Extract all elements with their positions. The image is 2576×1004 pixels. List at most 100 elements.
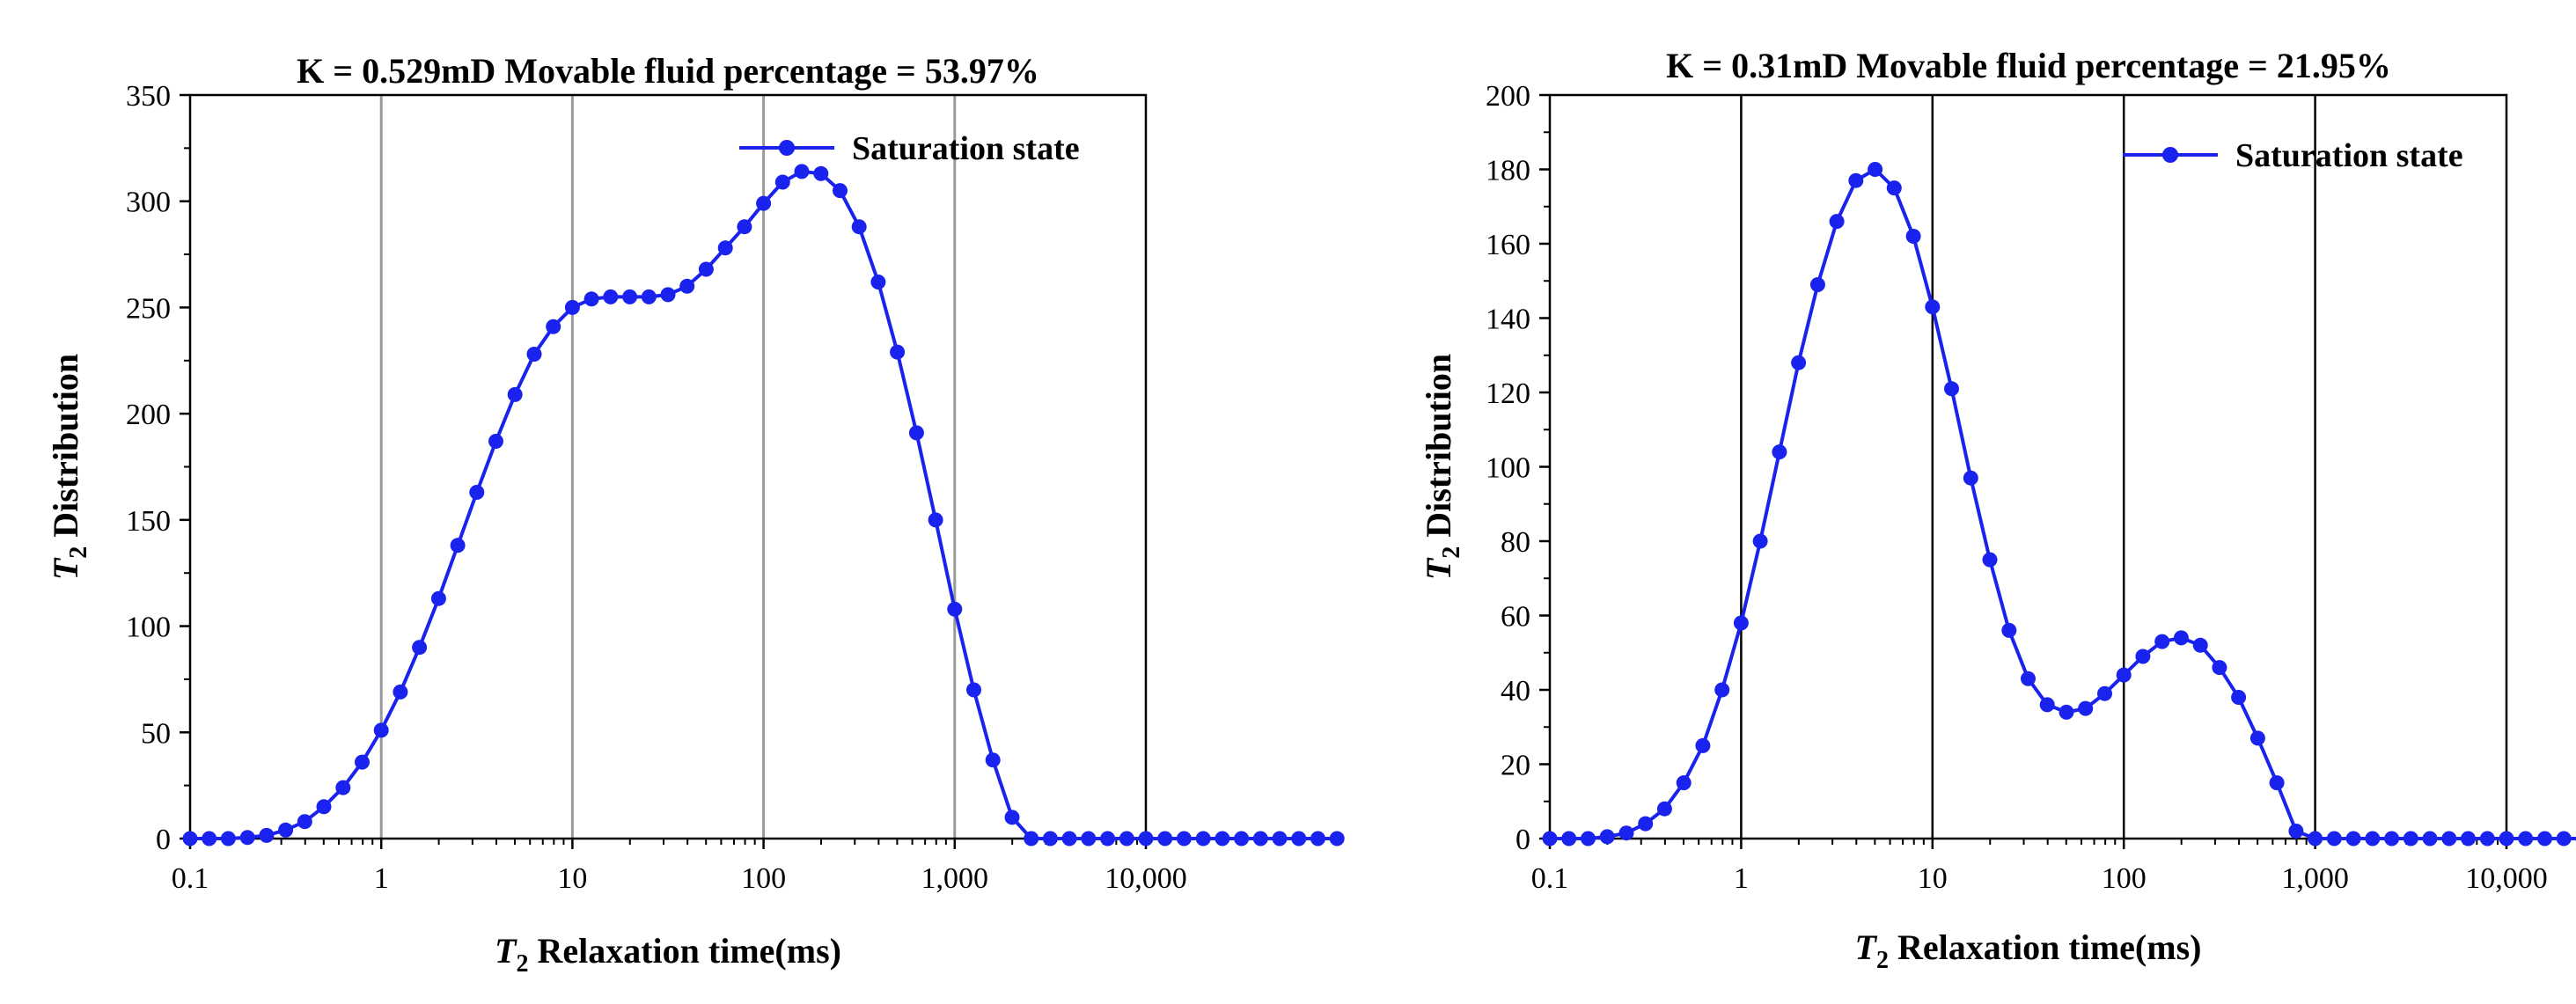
data-point	[1195, 831, 1211, 846]
data-point	[2441, 831, 2457, 846]
x-tick-label: 10	[557, 862, 587, 895]
data-point	[1138, 831, 1154, 846]
data-point	[1791, 355, 1807, 370]
data-point	[2537, 831, 2552, 846]
data-point	[813, 165, 829, 181]
data-point	[679, 278, 695, 294]
data-point	[1581, 831, 1596, 846]
y-tick-label: 350	[126, 80, 171, 113]
y-axis-label-symbol: T	[1419, 557, 1458, 580]
plot-frame	[188, 93, 1148, 840]
data-point	[1886, 180, 1902, 196]
data-point	[2059, 704, 2074, 720]
data-point	[2078, 700, 2094, 716]
data-point	[2403, 831, 2418, 846]
y-tick-label: 40	[1501, 675, 1530, 707]
y-tick-label: 20	[1501, 750, 1530, 782]
x-axis-label-text: Relaxation time(ms)	[528, 931, 840, 971]
data-point	[833, 183, 848, 199]
data-point	[1963, 470, 1978, 486]
y-tick-label: 0	[156, 824, 171, 856]
data-point	[2212, 660, 2227, 676]
data-point	[985, 752, 1001, 768]
data-point	[316, 799, 332, 815]
data-point	[1733, 615, 1749, 631]
chart-panel-1: 0 50 100 150 200 250 300 350 0.1 1 10 100 1,000 10,00…	[46, 51, 1345, 978]
data-point	[1176, 831, 1192, 846]
data-point	[1714, 682, 1730, 698]
data-point	[1310, 831, 1325, 846]
data-point	[737, 219, 752, 235]
data-point	[1100, 831, 1116, 846]
data-point	[1004, 810, 1020, 825]
data-point	[2384, 831, 2400, 846]
data-point	[2326, 831, 2342, 846]
x-tick-label: 100	[2102, 862, 2147, 895]
y-tick-label: 250	[126, 292, 171, 325]
data-point	[698, 261, 714, 277]
data-point	[2039, 697, 2055, 713]
data-point	[1638, 816, 1654, 832]
y-tick-label: 160	[1486, 229, 1530, 261]
x-tick-label: 1,000	[2281, 862, 2349, 895]
legend-marker	[2162, 147, 2178, 163]
data-point	[1081, 831, 1097, 846]
data-point	[603, 289, 619, 304]
data-point	[774, 174, 790, 190]
x-tick-label: 10	[1918, 862, 1948, 895]
x-axis-label-text: Relaxation time(ms)	[1889, 927, 2201, 967]
data-point	[182, 831, 198, 846]
data-point	[1291, 831, 1307, 846]
data-point	[908, 425, 924, 441]
data-point	[2422, 831, 2438, 846]
plot-frame	[1548, 93, 2508, 840]
data-point	[1772, 444, 1787, 460]
data-point	[2021, 671, 2036, 686]
data-point	[2518, 831, 2534, 846]
data-point	[1119, 831, 1134, 846]
data-point	[1561, 831, 1577, 846]
data-point	[1234, 831, 1250, 846]
y-tick-label: 180	[1486, 155, 1530, 187]
y-tick-label: 150	[126, 505, 171, 538]
y-tick-label: 140	[1486, 304, 1530, 336]
data-point	[202, 831, 217, 846]
x-axis-label: T2 Relaxation time(ms)	[1855, 927, 2202, 974]
data-point	[2116, 667, 2132, 683]
x-axis-label-symbol: T	[1855, 927, 1878, 967]
data-point	[1656, 801, 1672, 817]
data-point	[1024, 831, 1039, 846]
data-point	[966, 682, 981, 698]
y-axis-label-subscript: 2	[1438, 546, 1465, 559]
data-point	[2499, 831, 2514, 846]
x-tick-label: 10,000	[2465, 862, 2548, 895]
x-axis-label-subscript: 2	[1876, 947, 1889, 974]
data-point	[1868, 162, 1883, 177]
data-point	[2269, 775, 2285, 791]
data-point	[1848, 172, 1864, 188]
y-tick-label: 120	[1486, 377, 1530, 410]
y-tick-label: 200	[126, 399, 171, 431]
data-point	[1061, 831, 1077, 846]
x-tick-label: 1	[1734, 862, 1749, 895]
data-point	[278, 822, 294, 838]
data-point	[756, 195, 772, 211]
data-point	[1925, 299, 1941, 315]
data-point	[2556, 831, 2572, 846]
x-tick-label: 100	[741, 862, 786, 895]
x-tick-label: 0.1	[172, 862, 209, 895]
data-point	[2365, 831, 2381, 846]
x-axis-label: T2 Relaxation time(ms)	[495, 931, 841, 978]
data-point	[583, 291, 599, 307]
y-tick-label: 200	[1486, 80, 1530, 113]
data-point	[412, 640, 428, 656]
y-axis-label-subscript: 2	[65, 546, 92, 559]
data-point	[1695, 737, 1711, 753]
y-axis-label-symbol: T	[46, 557, 85, 580]
data-point	[220, 831, 236, 846]
data-point	[2461, 831, 2476, 846]
data-point	[717, 240, 733, 256]
data-point	[373, 722, 389, 738]
data-point	[2135, 649, 2151, 664]
data-point	[947, 601, 963, 617]
